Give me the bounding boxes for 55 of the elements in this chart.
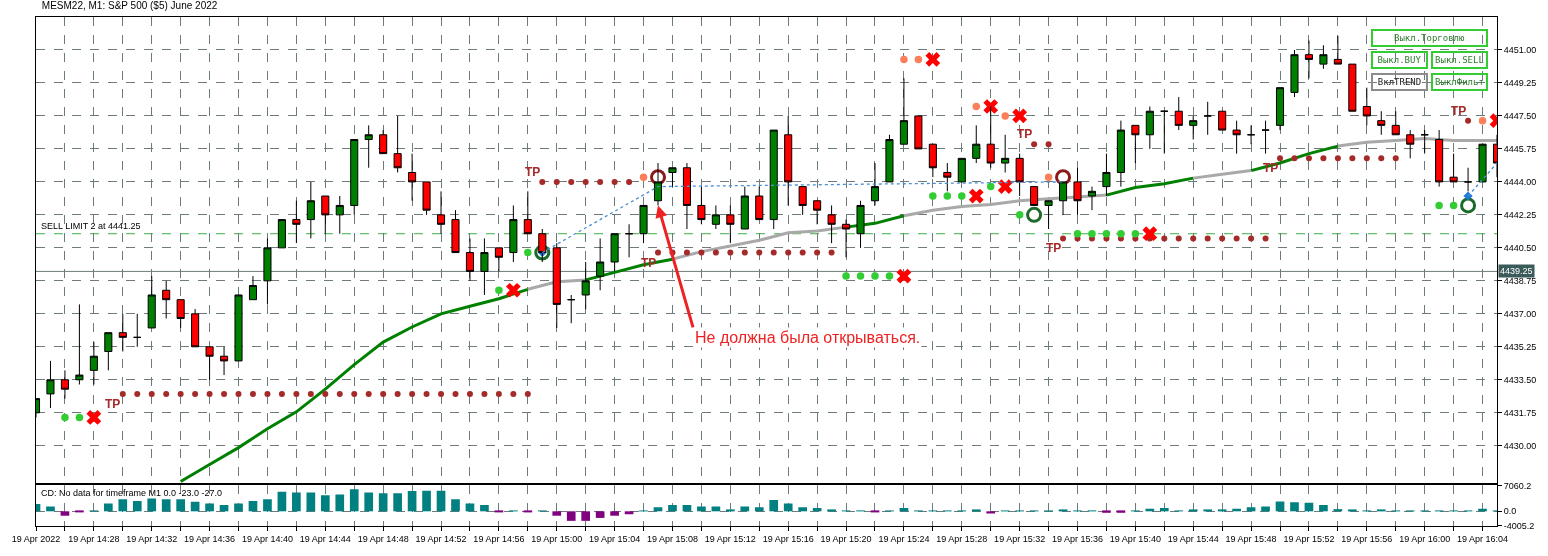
x-tick-label: 19 Apr 15:16 — [762, 533, 814, 544]
x-tick-label: 19 Apr 14:56 — [473, 533, 525, 544]
x-tick-label: 19 Apr 15:52 — [1283, 533, 1335, 544]
chart-title: MESM22, M1: S&P 500 ($5) June 2022 — [41, 0, 218, 11]
x-tick-label: 19 Apr 15:00 — [531, 533, 583, 544]
y-tick-label: 4451.00 — [1503, 45, 1537, 56]
x-tick-label: 19 Apr 15:36 — [1051, 533, 1104, 544]
y-tick-label: 4442.25 — [1503, 210, 1537, 221]
y-tick-label: 4447.50 — [1503, 111, 1537, 122]
annotation: Выкл.SELL — [1435, 55, 1484, 65]
y-tick-label: 4445.75 — [1503, 144, 1537, 155]
x-tick-label: 19 Apr 15:44 — [1167, 533, 1219, 544]
series-label: TP — [105, 397, 121, 411]
annotation: Выкл.BUY — [1377, 55, 1422, 65]
y-tick-label: 4440.50 — [1503, 243, 1537, 253]
y-tick-label: 4449.25 — [1503, 78, 1537, 89]
x-tick-label: 19 Apr 14:32 — [126, 533, 178, 544]
annotation: ВклTREND — [1377, 77, 1422, 87]
series-label: TP — [525, 165, 541, 179]
x-tick-label: 19 Apr 16:00 — [1399, 533, 1451, 544]
ref-line-label: 4439.25 — [1500, 266, 1533, 276]
x-tick-label: 19 Apr 15:24 — [878, 533, 930, 544]
y-tick-label: 4430.00 — [1503, 440, 1537, 451]
series-label: TP — [1046, 241, 1062, 255]
x-tick-label: 19 Apr 16:04 — [1457, 533, 1509, 544]
x-tick-label: 19 Apr 15:08 — [646, 533, 698, 544]
x-tick-label: 19 Apr 14:52 — [415, 533, 467, 544]
y-tick-label: 7060.2 — [1503, 480, 1532, 491]
x-tick-label: 19 Apr 15:20 — [820, 533, 872, 544]
annotation: ВыклФильт — [1435, 77, 1484, 87]
x-tick-label: 19 Apr 15:04 — [589, 533, 641, 544]
y-tick-label: 4444.00 — [1503, 177, 1537, 188]
x-tick-label: 19 Apr 15:12 — [704, 533, 756, 544]
x-tick-label: 19 Apr 14:28 — [68, 533, 120, 544]
x-tick-label: 19 Apr 15:28 — [936, 533, 988, 544]
series-label: TP — [1017, 127, 1033, 141]
x-tick-label: 19 Apr 14:40 — [241, 533, 293, 544]
x-tick-label: 19 Apr 15:32 — [994, 533, 1046, 544]
x-tick-label: 19 Apr 14:44 — [299, 533, 351, 544]
y-tick-label: 4435.25 — [1503, 341, 1537, 352]
x-tick-label: 19 Apr 15:48 — [1225, 533, 1277, 544]
y-tick-label: 4437.00 — [1503, 308, 1537, 319]
y-tick-label: 4438.75 — [1503, 275, 1537, 286]
y-tick-label: 4433.50 — [1503, 374, 1537, 385]
x-tick-label: 19 Apr 2022 — [11, 533, 61, 544]
y-tick-label: 0.0 — [1503, 506, 1517, 517]
x-tick-label: 19 Apr 14:48 — [357, 533, 409, 544]
y-tick-label: -4005.2 — [1503, 521, 1535, 532]
x-tick-label: 19 Apr 15:40 — [1109, 533, 1161, 544]
x-tick-label: 19 Apr 15:56 — [1341, 533, 1393, 544]
x-tick-label: 19 Apr 14:36 — [184, 533, 236, 544]
y-tick-label: 4431.75 — [1503, 407, 1537, 418]
chart-title: CD: No data for timeframe M1 0.0 -23.0 -27.0 — [41, 488, 223, 498]
ref-line-label: SELL LIMIT 2 at 4441.25 — [41, 221, 141, 231]
annotation: Не должна была открываться. — [695, 329, 921, 346]
